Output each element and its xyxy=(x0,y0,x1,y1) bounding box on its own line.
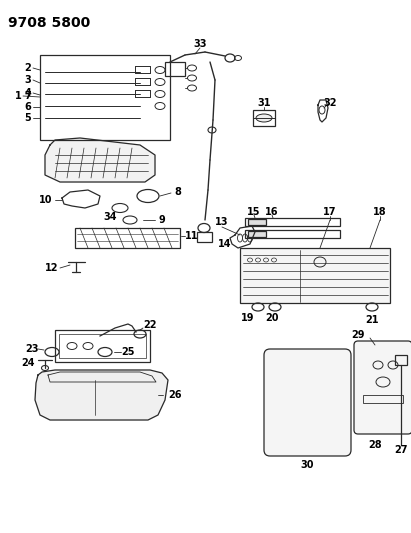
Text: 10: 10 xyxy=(39,195,53,205)
Polygon shape xyxy=(45,138,155,182)
Text: 21: 21 xyxy=(365,315,379,325)
Text: 5: 5 xyxy=(25,113,31,123)
Text: 25: 25 xyxy=(121,347,135,357)
Text: 6: 6 xyxy=(25,102,31,112)
Ellipse shape xyxy=(256,114,272,122)
Text: 33: 33 xyxy=(193,39,207,49)
Text: 14: 14 xyxy=(218,239,232,249)
Text: 31: 31 xyxy=(257,98,271,108)
Text: 20: 20 xyxy=(265,313,279,323)
Text: 22: 22 xyxy=(143,320,157,330)
Text: 15: 15 xyxy=(247,207,261,217)
Text: 12: 12 xyxy=(45,263,59,273)
Text: 2: 2 xyxy=(25,63,31,73)
Bar xyxy=(245,218,340,226)
Text: 16: 16 xyxy=(265,207,279,217)
Text: 30: 30 xyxy=(300,460,314,470)
Text: 7: 7 xyxy=(25,91,31,101)
Text: 17: 17 xyxy=(323,207,337,217)
Text: 29: 29 xyxy=(351,330,365,340)
Text: 34: 34 xyxy=(103,212,117,222)
Text: 9: 9 xyxy=(159,215,165,225)
FancyBboxPatch shape xyxy=(354,341,411,434)
Bar xyxy=(253,110,275,126)
Text: 4: 4 xyxy=(25,88,31,98)
Text: 3: 3 xyxy=(25,75,31,85)
Bar xyxy=(55,330,150,362)
Text: 11: 11 xyxy=(185,231,199,241)
Bar xyxy=(248,231,266,237)
Text: 27: 27 xyxy=(394,445,408,455)
Bar xyxy=(245,230,340,238)
Text: 24: 24 xyxy=(21,358,35,368)
Polygon shape xyxy=(35,370,168,420)
Text: 9708 5800: 9708 5800 xyxy=(8,16,90,30)
Bar xyxy=(75,228,180,248)
Bar xyxy=(248,219,266,225)
Bar xyxy=(240,248,390,303)
FancyBboxPatch shape xyxy=(264,349,351,456)
Bar xyxy=(59,334,146,358)
Text: 28: 28 xyxy=(368,440,382,450)
Text: 23: 23 xyxy=(25,344,39,354)
Bar xyxy=(395,355,407,365)
Text: 32: 32 xyxy=(323,98,337,108)
Text: 26: 26 xyxy=(168,390,182,400)
Bar xyxy=(165,62,185,76)
Bar xyxy=(363,395,403,403)
Text: 19: 19 xyxy=(241,313,255,323)
Text: 18: 18 xyxy=(373,207,387,217)
Bar xyxy=(40,55,170,140)
Text: 8: 8 xyxy=(175,187,181,197)
Bar xyxy=(197,232,212,242)
Text: 1: 1 xyxy=(15,91,21,101)
Text: 13: 13 xyxy=(215,217,229,227)
